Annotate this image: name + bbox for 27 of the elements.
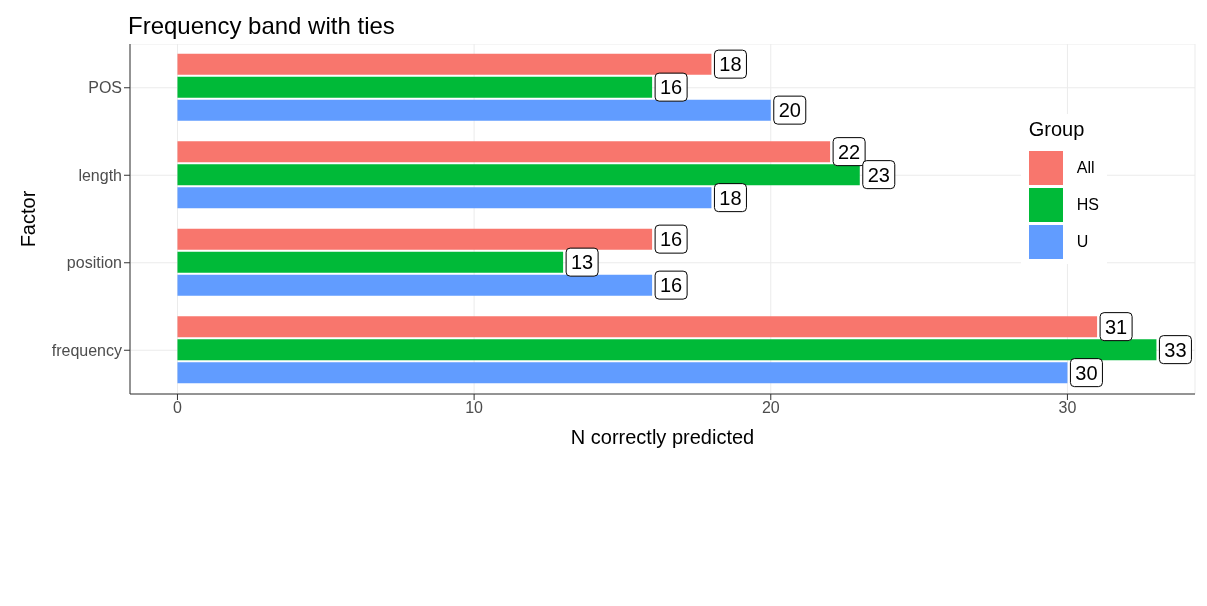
data-label: 16: [659, 76, 683, 99]
data-label: 22: [837, 140, 861, 163]
data-label: 13: [570, 251, 594, 274]
chart-title: Frequency band with ties: [127, 11, 396, 41]
legend-label: U: [1076, 232, 1089, 251]
data-label: 20: [778, 99, 801, 122]
data-label: 16: [659, 228, 683, 251]
x-tick-label: 30: [1058, 399, 1077, 417]
data-label: 31: [1104, 315, 1128, 338]
x-tick-label: 20: [761, 399, 780, 417]
x-tick-label: 0: [173, 399, 183, 417]
data-label: 23: [867, 163, 890, 186]
data-label: 18: [719, 186, 742, 209]
legend-label: HS: [1076, 195, 1099, 214]
y-tick-label: position: [66, 254, 122, 272]
y-tick-label: POS: [88, 79, 122, 97]
data-label: 30: [1075, 361, 1098, 384]
y-axis-title: Factor: [17, 190, 39, 248]
x-axis-title: N correctly predicted: [570, 426, 755, 448]
y-tick-label: frequency: [51, 341, 122, 359]
legend-title: Group: [1028, 118, 1086, 141]
x-tick-label: 10: [465, 399, 484, 417]
legend-label: All: [1076, 158, 1095, 177]
data-label: 33: [1164, 338, 1187, 361]
data-label: 16: [659, 274, 683, 297]
data-label: 18: [719, 53, 742, 76]
y-tick-label: length: [78, 166, 122, 184]
